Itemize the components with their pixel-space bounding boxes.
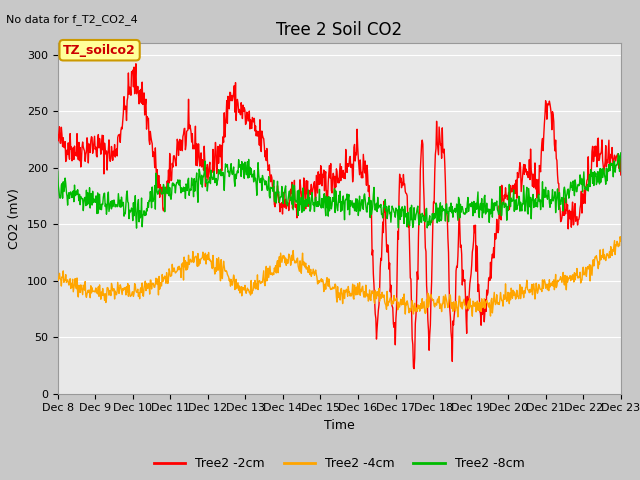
Y-axis label: CO2 (mV): CO2 (mV) — [8, 188, 21, 249]
Legend: Tree2 -2cm, Tree2 -4cm, Tree2 -8cm: Tree2 -2cm, Tree2 -4cm, Tree2 -8cm — [149, 453, 529, 475]
Text: No data for f_T2_CO2_4: No data for f_T2_CO2_4 — [6, 14, 138, 25]
X-axis label: Time: Time — [324, 419, 355, 432]
Title: Tree 2 Soil CO2: Tree 2 Soil CO2 — [276, 21, 403, 39]
Text: TZ_soilco2: TZ_soilco2 — [63, 44, 136, 57]
